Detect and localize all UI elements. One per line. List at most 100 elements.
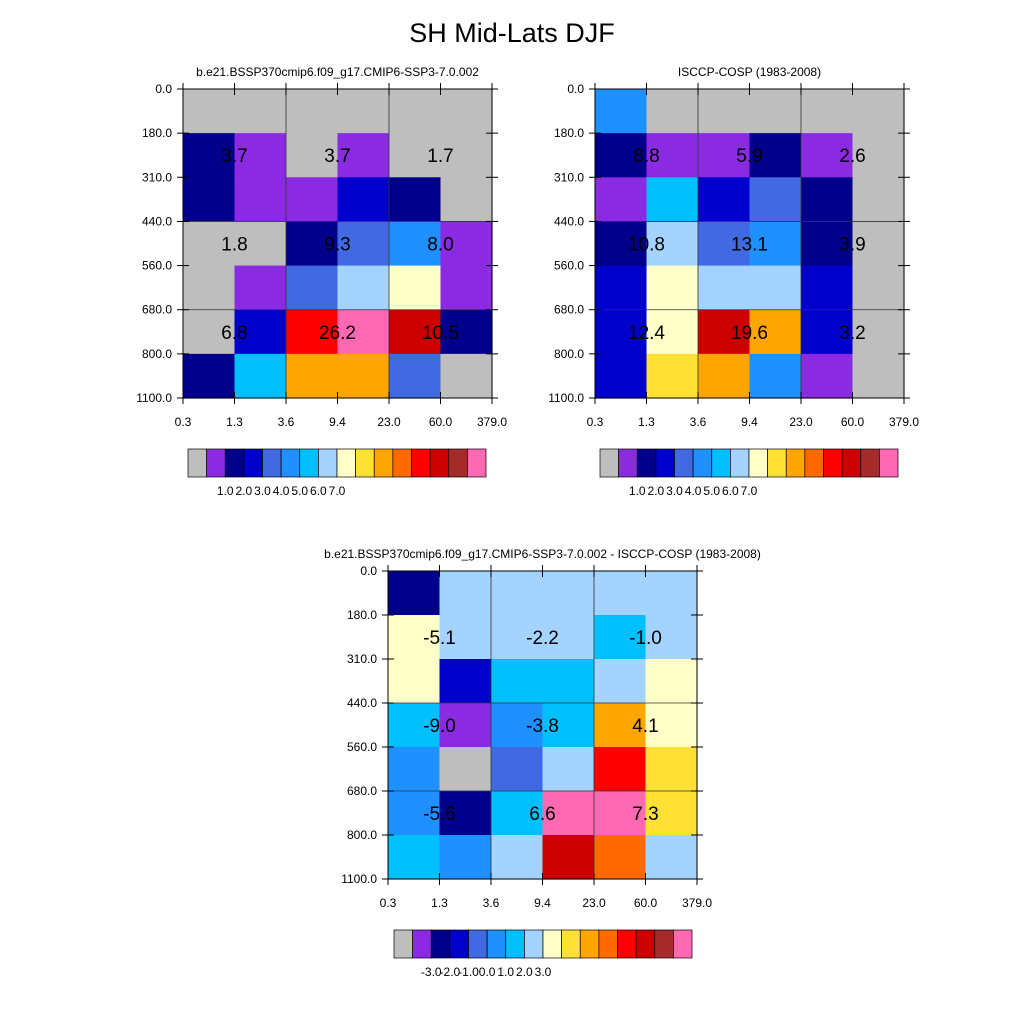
colorbar-label: 2.0 <box>648 484 665 498</box>
heatmap-cell <box>595 133 648 178</box>
heatmap-cell <box>646 133 699 178</box>
colorbar-swatch <box>393 929 413 959</box>
heatmap-cell <box>698 221 751 267</box>
colorbar-label: 2.0 <box>236 484 253 498</box>
x-tick-label: 60.0 <box>634 896 658 910</box>
heatmap-cell <box>698 353 751 399</box>
y-tick-label: 800.0 <box>554 347 584 361</box>
colorbar-label: 3.0 <box>535 965 552 979</box>
heatmap-cell <box>491 703 544 748</box>
y-tick-label: 1100.0 <box>548 391 584 405</box>
heatmap-cell <box>749 309 802 355</box>
y-tick-label: 0.0 <box>567 82 584 96</box>
colorbar-swatch <box>674 448 694 478</box>
y-tick-label: 680.0 <box>142 303 172 317</box>
colorbar-swatch <box>524 929 544 959</box>
colorbar-swatch <box>655 448 675 478</box>
heatmap-cell <box>439 615 492 660</box>
x-tick-label: 1.3 <box>226 415 243 429</box>
cell-value-label: 6.8 <box>221 323 247 344</box>
heatmap-cell <box>542 659 595 704</box>
cell-value-label: 1.8 <box>221 235 247 256</box>
heatmap-cell <box>183 133 236 178</box>
heatmap-cell <box>645 835 698 880</box>
colorbar-swatch <box>429 448 450 478</box>
cell-value-label: 7.3 <box>632 804 658 825</box>
colorbar-label: 6.0 <box>722 484 739 498</box>
x-tick-label: 23.0 <box>789 415 813 429</box>
heatmap-cell <box>183 177 236 223</box>
colorbar-swatch <box>860 448 880 478</box>
colorbar-swatch <box>748 448 768 478</box>
cell-value-label: 3.9 <box>839 235 865 256</box>
heatmap-cell <box>183 221 236 267</box>
colorbar-swatch <box>618 448 638 478</box>
heatmap-cell <box>286 89 339 134</box>
colorbar-swatch <box>449 929 469 959</box>
y-tick-label: 310.0 <box>347 652 377 666</box>
heatmap-cell <box>286 265 339 311</box>
heatmap-cell <box>801 265 854 311</box>
heatmap-cell <box>698 177 751 223</box>
colorbar-swatch <box>468 929 488 959</box>
heatmap-cell <box>388 571 441 616</box>
colorbar-swatch <box>692 448 713 478</box>
colorbar-swatch <box>299 448 319 478</box>
heatmap-cell <box>491 615 544 660</box>
colorbar-swatch <box>505 929 525 959</box>
heatmap-cell <box>388 659 441 704</box>
heatmap-cell <box>388 791 441 836</box>
colorbar-swatch <box>392 448 412 478</box>
cell-value-label: -1.0 <box>629 628 662 649</box>
panel-observation: ISCCP-COSP (1983-2008) 0.0 180.0 310.0 440.0… <box>548 65 919 498</box>
heatmap-cell <box>234 177 287 223</box>
heatmap-cell <box>645 747 698 792</box>
heatmap-cell <box>542 791 595 836</box>
heatmap-cell <box>439 835 492 880</box>
heatmap-cell <box>440 265 493 311</box>
heatmap-cell <box>491 791 544 836</box>
y-tick-label: 1100.0 <box>341 872 377 886</box>
heatmap-cell <box>337 133 390 178</box>
heatmap-cell <box>440 177 493 223</box>
x-tick-label: 0.3 <box>587 415 604 429</box>
heatmap-cell <box>698 265 751 311</box>
heatmap-cell <box>749 265 802 311</box>
colorbar-swatch <box>579 929 600 959</box>
heatmap-cell <box>389 265 442 311</box>
heatmap-cell <box>389 177 442 223</box>
cell-value-label: 1.7 <box>427 146 453 167</box>
y-tick-label: 560.0 <box>554 259 584 273</box>
x-tick-label: 0.3 <box>175 415 192 429</box>
heatmap-cell <box>439 659 492 704</box>
colorbar-label: 7.0 <box>741 484 758 498</box>
colorbar-swatch <box>243 448 263 478</box>
cell-value-label: 26.2 <box>319 323 356 344</box>
colorbar-swatch <box>336 448 356 478</box>
heatmap-cell <box>388 615 441 660</box>
cell-value-label: 10.8 <box>628 235 665 256</box>
y-tick-label: 180.0 <box>142 126 172 140</box>
colorbar-label: -2.0 <box>440 965 461 979</box>
cell-value-label: -5.1 <box>423 628 456 649</box>
colorbar-swatch <box>561 929 581 959</box>
cell-value-label: 12.4 <box>628 323 665 344</box>
subplot-title: b.e21.BSSP370cmip6.f09_g17.CMIP6-SSP3-7.… <box>324 547 761 561</box>
cell-value-label: -3.8 <box>526 716 559 737</box>
x-tick-label: 379.0 <box>889 415 919 429</box>
heatmap-cell <box>645 791 698 836</box>
y-tick-label: 0.0 <box>155 82 172 96</box>
colorbar-label: 1.0 <box>497 965 514 979</box>
x-tick-label: 379.0 <box>682 896 712 910</box>
x-tick-label: 23.0 <box>582 896 606 910</box>
cell-value-label: 2.6 <box>839 146 865 167</box>
heatmap-cell <box>183 265 236 311</box>
colorbar-label: 5.0 <box>291 484 308 498</box>
cell-value-label: -5.6 <box>423 804 456 825</box>
heatmap-cell <box>595 177 648 223</box>
heatmap-cell <box>594 703 647 748</box>
heatmap-cell <box>595 353 648 399</box>
cell-value-label: 3.7 <box>324 146 350 167</box>
cell-value-label: 8.0 <box>427 235 453 256</box>
